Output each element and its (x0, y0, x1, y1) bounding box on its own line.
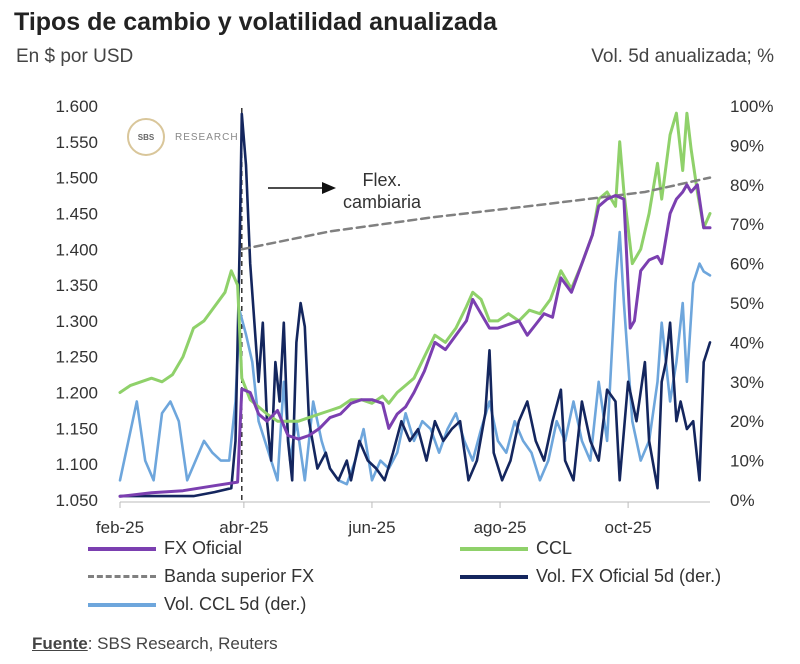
logo-text: RESEARCH (175, 131, 239, 143)
y-left-tick-label: 1.200 (55, 384, 98, 403)
y-left-tick-label: 1.600 (55, 97, 98, 116)
legend: FX Oficial CCL Banda superior FX Vol. FX… (88, 538, 768, 618)
x-tick-label: abr-25 (219, 518, 268, 537)
series-banda-superior (240, 176, 712, 251)
source-note: Fuente: SBS Research, Reuters (32, 634, 278, 654)
y-left-tick-label: 1.550 (55, 133, 98, 152)
chart-title: Tipos de cambio y volatilidad anualizada (14, 8, 497, 36)
series-fx-oficial (118, 183, 712, 498)
y-left-tick-label: 1.150 (55, 419, 98, 438)
legend-swatch-vol-ccl (88, 602, 156, 607)
y-left-tick-label: 1.450 (55, 204, 98, 223)
y-left-tick-label: 1.500 (55, 169, 98, 188)
y-right-tick-label: 10% (730, 452, 764, 471)
y-left-tick-label: 1.400 (55, 240, 98, 259)
y-right-tick-label: 50% (730, 294, 764, 313)
x-tick-label: ago-25 (474, 518, 527, 537)
x-tick-label: feb-25 (96, 518, 144, 537)
legend-label-vol-ccl: Vol. CCL 5d (der.) (164, 594, 307, 614)
sbs-logo: SBS RESEARCH (127, 118, 239, 156)
annotation-line: cambiaria (343, 192, 422, 212)
legend-label-fx-oficial: FX Oficial (164, 538, 243, 558)
left-axis-unit: En $ por USD (16, 46, 134, 67)
annotation-arrow-head (322, 182, 336, 194)
y-right-tick-label: 20% (730, 412, 764, 431)
legend-item-fx-oficial: FX Oficial (88, 538, 242, 559)
annotation-flex-cambiaria: Flex. cambiaria (343, 170, 422, 212)
logo-mark: SBS (127, 118, 165, 156)
legend-swatch-ccl (460, 546, 528, 551)
y-right-tick-label: 30% (730, 373, 764, 392)
y-right-tick-label: 60% (730, 255, 764, 274)
y-right-tick-label: 40% (730, 333, 764, 352)
series-ccl (118, 111, 712, 423)
legend-swatch-banda-superior (88, 575, 156, 578)
source-text: : SBS Research, Reuters (87, 634, 278, 653)
source-label: Fuente (32, 634, 88, 653)
y-right-tick-label: 100% (730, 97, 773, 116)
series-vol-fx-oficial (118, 112, 712, 498)
y-right-tick-label: 80% (730, 176, 764, 195)
y-left-tick-label: 1.350 (55, 276, 98, 295)
y-left-tick-label: 1.100 (55, 455, 98, 474)
y-right-tick-label: 90% (730, 136, 764, 155)
right-axis-unit: Vol. 5d anualizada; % (591, 46, 774, 67)
legend-label-vol-fx-oficial: Vol. FX Oficial 5d (der.) (536, 566, 722, 586)
legend-label-banda-superior: Banda superior FX (164, 566, 315, 586)
y-left-tick-label: 1.300 (55, 312, 98, 331)
y-left-tick-label: 1.250 (55, 348, 98, 367)
legend-item-vol-fx-oficial: Vol. FX Oficial 5d (der.) (460, 566, 721, 587)
x-tick-label: oct-25 (604, 518, 651, 537)
legend-item-ccl: CCL (460, 538, 572, 559)
legend-item-banda-superior: Banda superior FX (88, 566, 314, 587)
x-tick-label: jun-25 (347, 518, 395, 537)
y-left-tick-label: 1.050 (55, 491, 98, 510)
legend-swatch-fx-oficial (88, 546, 156, 551)
legend-label-ccl: CCL (536, 538, 573, 558)
legend-item-vol-ccl: Vol. CCL 5d (der.) (88, 594, 306, 615)
y-right-tick-label: 0% (730, 491, 755, 510)
y-right-tick-label: 70% (730, 215, 764, 234)
legend-swatch-vol-fx-oficial (460, 574, 528, 579)
annotation-line: Flex. (362, 170, 401, 190)
